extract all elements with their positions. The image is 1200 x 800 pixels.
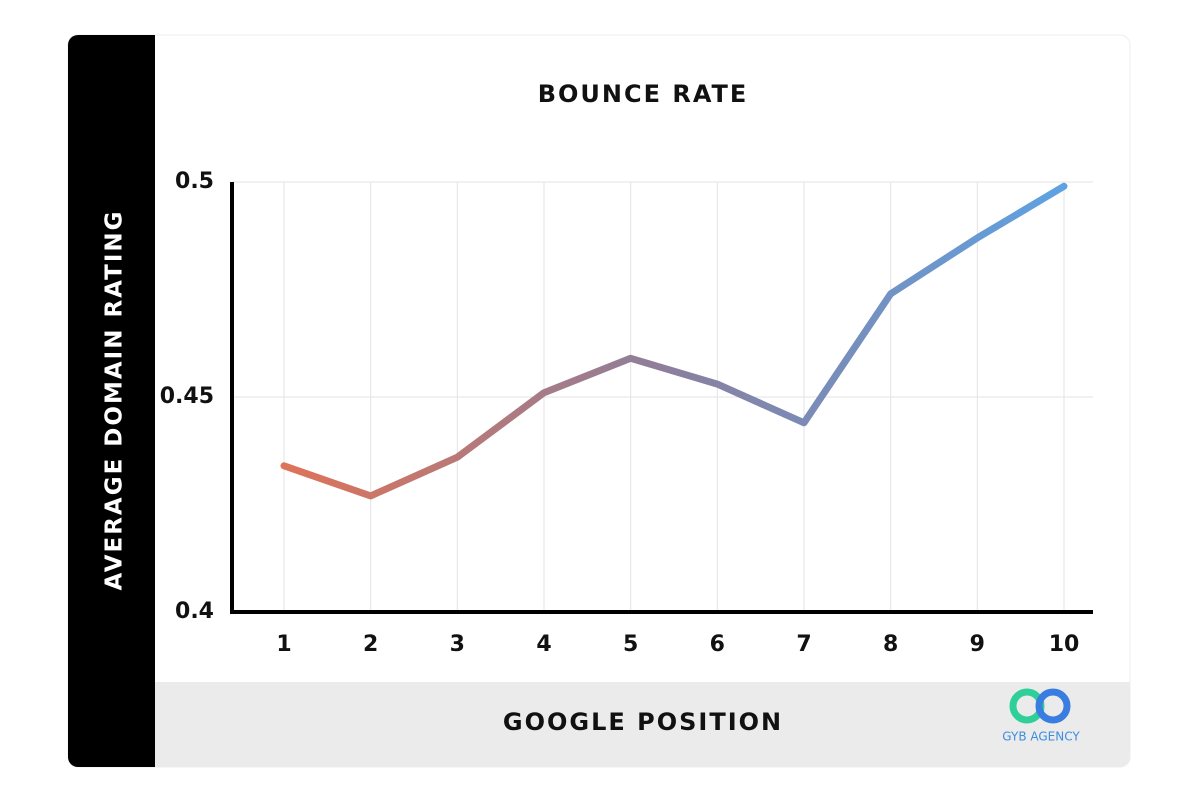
- x-tick-label: 10: [1049, 632, 1080, 657]
- line: [280, 182, 1068, 500]
- chart-title: BOUNCE RATE: [538, 80, 749, 108]
- x-tick-label: 5: [623, 632, 638, 657]
- y-tick-label: 0.4: [175, 599, 214, 624]
- y-axis-label: AVERAGE DOMAIN RATING: [102, 209, 128, 590]
- y-tick-label: 0.45: [160, 384, 214, 409]
- x-tick-label: 8: [883, 632, 898, 657]
- logo: GYB AGENCY: [1002, 688, 1080, 744]
- y-tick-label: 0.5: [175, 169, 214, 194]
- x-label-band: [155, 682, 1130, 767]
- x-tick-label: 6: [710, 632, 725, 657]
- x-tick-label: 9: [970, 632, 985, 657]
- watermark: GYB AGENCY: [1002, 730, 1080, 744]
- x-tick-label: 3: [450, 632, 465, 657]
- plot-area: 0.4 0.45 0.5 1 2 3 4 5 6 7 8 9 10: [160, 169, 1093, 657]
- x-tick-label: 2: [363, 632, 378, 657]
- y-label-band: [68, 35, 155, 767]
- x-tick-label: 1: [276, 632, 291, 657]
- x-axis-label: GOOGLE POSITION: [503, 708, 783, 736]
- x-tick-label: 7: [796, 632, 811, 657]
- x-tick-label: 4: [536, 632, 551, 657]
- card: [67, 34, 1131, 768]
